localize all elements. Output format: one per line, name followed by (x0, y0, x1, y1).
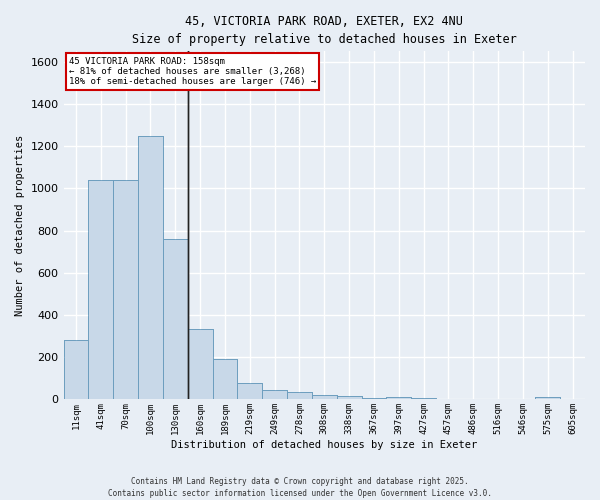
Bar (411, 398, 436, 400)
Bar (138, 136, 163, 400)
Bar (64, 340, 88, 400)
Bar (163, 239, 188, 400)
Bar (238, 382, 262, 400)
Bar (362, 398, 386, 400)
Bar (312, 395, 337, 400)
Bar (312, 395, 337, 400)
Bar (238, 382, 262, 400)
Bar (138, 136, 163, 400)
Bar (188, 328, 212, 400)
Bar (88, 180, 113, 400)
Bar (113, 180, 138, 400)
Bar (212, 360, 238, 400)
Bar (411, 398, 436, 400)
Bar (362, 398, 386, 400)
Y-axis label: Number of detached properties: Number of detached properties (15, 134, 25, 316)
Text: 45 VICTORIA PARK ROAD: 158sqm
← 81% of detached houses are smaller (3,268)
18% o: 45 VICTORIA PARK ROAD: 158sqm ← 81% of d… (69, 56, 316, 86)
Bar (262, 390, 287, 400)
Bar (337, 396, 362, 400)
Bar (64, 340, 88, 400)
Bar (287, 392, 312, 400)
X-axis label: Distribution of detached houses by size in Exeter: Distribution of detached houses by size … (171, 440, 478, 450)
Title: 45, VICTORIA PARK ROAD, EXETER, EX2 4NU
Size of property relative to detached ho: 45, VICTORIA PARK ROAD, EXETER, EX2 4NU … (132, 15, 517, 46)
Bar (113, 180, 138, 400)
Bar (386, 398, 411, 400)
Bar (262, 390, 287, 400)
Bar (535, 398, 560, 400)
Bar (337, 396, 362, 400)
Bar (212, 360, 238, 400)
Bar (535, 398, 560, 400)
Bar (188, 328, 212, 400)
Bar (287, 392, 312, 400)
Text: Contains HM Land Registry data © Crown copyright and database right 2025.
Contai: Contains HM Land Registry data © Crown c… (108, 476, 492, 498)
Bar (88, 180, 113, 400)
Bar (386, 398, 411, 400)
Bar (163, 239, 188, 400)
